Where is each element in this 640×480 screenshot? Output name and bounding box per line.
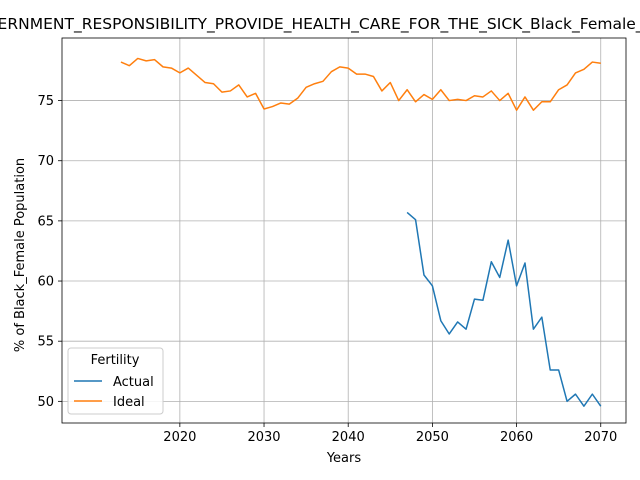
- chart-title: GOVERNMENT_RESPONSIBILITY_PROVIDE_HEALTH…: [0, 15, 640, 34]
- legend: Fertility Actual Ideal: [67, 347, 164, 415]
- y-tick-label: 55: [37, 335, 54, 350]
- y-tick-label: 75: [37, 94, 54, 109]
- x-tick-label: 2020: [163, 430, 196, 445]
- legend-label-actual: Actual: [113, 375, 154, 390]
- y-tick-label: 60: [37, 275, 54, 290]
- series-line-actual: [406, 211, 602, 407]
- x-axis: 2020 2030 2040 2050 2060 2070: [163, 423, 617, 445]
- y-tick-label: 65: [37, 214, 54, 229]
- plot-frame: [61, 37, 627, 424]
- x-tick-label: 2030: [247, 430, 280, 445]
- y-tick-label: 50: [37, 395, 54, 410]
- x-tick-label: 2060: [500, 430, 533, 445]
- legend-box: [67, 347, 164, 415]
- y-tick-label: 70: [37, 154, 54, 169]
- legend-title: Fertility: [91, 353, 140, 368]
- y-axis-label: % of Black_Female Population: [13, 158, 28, 352]
- legend-label-ideal: Ideal: [113, 395, 145, 410]
- series-line-ideal: [120, 57, 601, 111]
- y-axis: 50 55 60 65 70 75: [37, 94, 62, 410]
- plot-lines: [120, 57, 602, 407]
- x-tick-label: 2070: [584, 430, 617, 445]
- x-axis-label: Years: [326, 451, 362, 466]
- x-tick-label: 2050: [416, 430, 449, 445]
- x-tick-label: 2040: [332, 430, 365, 445]
